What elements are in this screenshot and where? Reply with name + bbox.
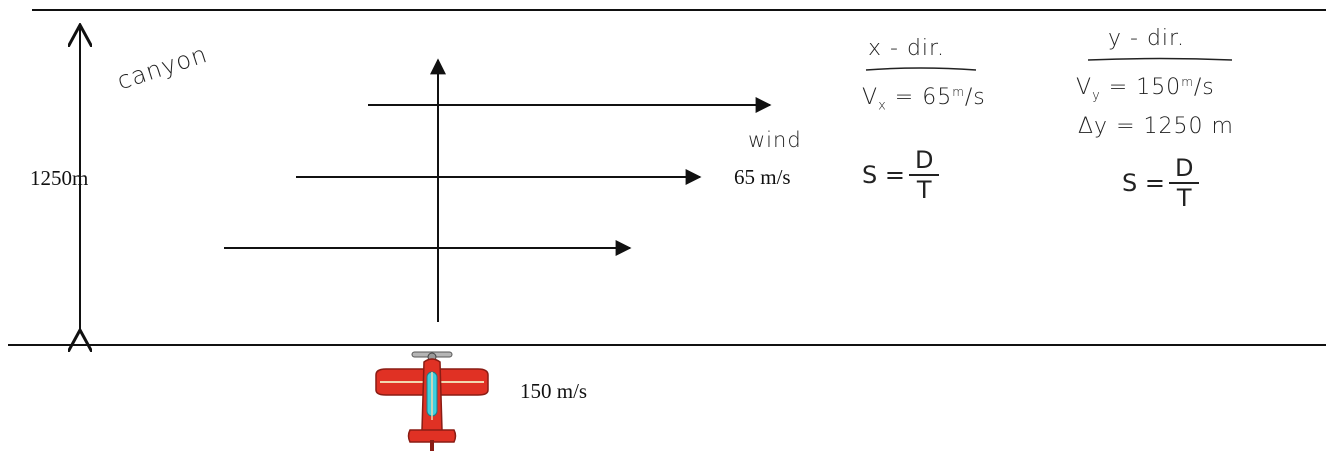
- vx-value: = 65: [894, 85, 953, 110]
- x-formula-numerator: D: [908, 148, 940, 176]
- x-speed-formula: S = D T: [862, 148, 940, 204]
- x-dir-heading: x - dir.: [868, 36, 946, 61]
- y-formula-lhs: S =: [1122, 169, 1165, 197]
- x-formula-denominator: T: [916, 176, 932, 204]
- vy-unit-top: m: [1181, 75, 1194, 89]
- canyon-height-label: 1250m: [30, 166, 89, 190]
- vy-equation: Vy = 150m/s: [1076, 76, 1215, 102]
- vx-symbol: V: [862, 85, 879, 110]
- vy-value: = 150: [1108, 75, 1182, 100]
- vy-unit-rest: /s: [1193, 75, 1215, 100]
- y-formula-numerator: D: [1168, 156, 1200, 184]
- delta-y-equation: Δy = 1250 m: [1078, 114, 1234, 139]
- plane-speed-label: 150 m/s: [520, 379, 588, 403]
- vy-symbol: V: [1076, 75, 1093, 100]
- y-formula-denominator: T: [1176, 184, 1192, 212]
- wind-speed-label: 65 m/s: [734, 165, 791, 189]
- airplane-icon: [375, 351, 489, 451]
- vx-equation: Vx = 65m/s: [862, 86, 986, 112]
- wind-annotation: wind: [748, 128, 802, 152]
- vx-unit-rest: /s: [964, 85, 986, 110]
- vy-subscript: y: [1092, 88, 1101, 104]
- y-dir-heading: y - dir.: [1108, 26, 1186, 51]
- vx-unit-top: m: [952, 85, 965, 99]
- y-heading-underline: [1087, 57, 1233, 61]
- x-heading-underline: [865, 67, 977, 71]
- x-formula-lhs: S =: [862, 161, 905, 189]
- y-speed-formula: S = D T: [1122, 156, 1200, 212]
- vx-subscript: x: [878, 98, 887, 114]
